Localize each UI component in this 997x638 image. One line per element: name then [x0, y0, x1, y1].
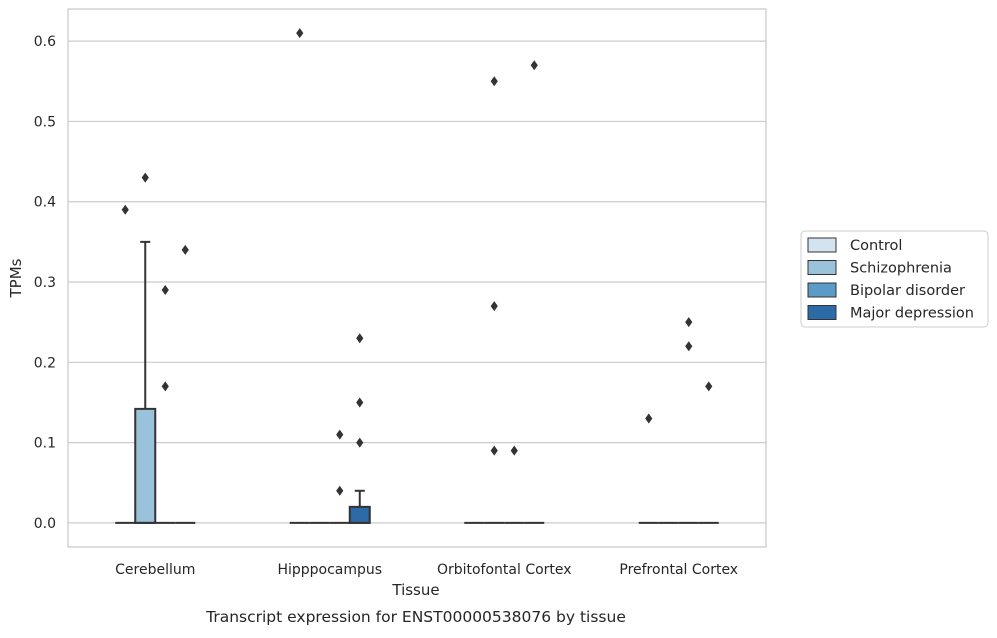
x-tick-label: Prefrontal Cortex — [619, 562, 738, 578]
outlier-point — [141, 172, 149, 183]
y-tick-label: 0.5 — [34, 114, 56, 130]
y-tick-label: 0.2 — [34, 355, 56, 371]
x-tick-label: Hipppocampus — [277, 562, 382, 578]
outlier-point — [530, 60, 538, 71]
y-tick-label: 0.3 — [34, 275, 56, 291]
legend-swatch — [807, 260, 837, 275]
legend-swatch — [807, 237, 837, 253]
outlier-point — [356, 397, 364, 408]
legend-frame — [800, 230, 989, 328]
legend-swatch — [807, 305, 837, 320]
y-tick-label: 0.4 — [34, 195, 56, 211]
outlier-point — [645, 413, 653, 424]
outlier-point — [161, 381, 169, 392]
y-tick-labels: 0.0 0.1 0.2 0.3 0.4 0.5 0.6 — [34, 34, 56, 532]
plot-area-background — [68, 9, 766, 547]
outlier-point — [161, 285, 169, 296]
legend-label: Schizophrenia — [850, 261, 952, 277]
box-iqr — [134, 407, 157, 524]
legend-swatch — [807, 282, 837, 298]
outlier-point — [336, 429, 344, 440]
x-tick-label: Orbitofontal Cortex — [437, 562, 572, 578]
legend-label: Control — [850, 238, 902, 254]
outlier-point — [336, 485, 344, 496]
plot-area-frame — [67, 8, 767, 548]
box-group — [134, 240, 157, 524]
outlier-point — [685, 317, 693, 328]
outlier-point — [490, 301, 498, 312]
x-tick-label: Cerebellum — [115, 562, 195, 578]
y-axis-title: TPMs — [7, 258, 25, 298]
outlier-point — [490, 76, 498, 87]
box-iqr — [348, 505, 371, 524]
legend-label: Major depression — [850, 306, 974, 322]
box-group — [348, 489, 371, 524]
figure-caption: Transcript expression for ENST0000053807… — [205, 608, 626, 626]
outlier-point — [356, 437, 364, 448]
y-tick-label: 0.1 — [34, 436, 56, 452]
outlier-point — [296, 28, 304, 39]
outlier-point — [356, 333, 364, 344]
x-axis-title: Tissue — [391, 581, 439, 599]
legend-label: Bipolar disorder — [850, 283, 965, 299]
outlier-point — [490, 445, 498, 456]
outlier-point — [510, 445, 518, 456]
outlier-points — [121, 28, 713, 496]
grid-lines — [68, 40, 766, 524]
outlier-point — [121, 204, 129, 215]
box-series — [115, 240, 719, 524]
outlier-point — [685, 341, 693, 352]
x-tick-labels: Cerebellum Hipppocampus Orbitofontal Corte… — [115, 562, 738, 578]
outlier-point — [705, 381, 713, 392]
legend: Control Schizophrenia Bipolar disorder Majo… — [800, 230, 989, 328]
y-tick-label: 0.6 — [34, 34, 56, 50]
y-tick-label: 0.0 — [34, 516, 56, 532]
outlier-point — [181, 244, 189, 255]
